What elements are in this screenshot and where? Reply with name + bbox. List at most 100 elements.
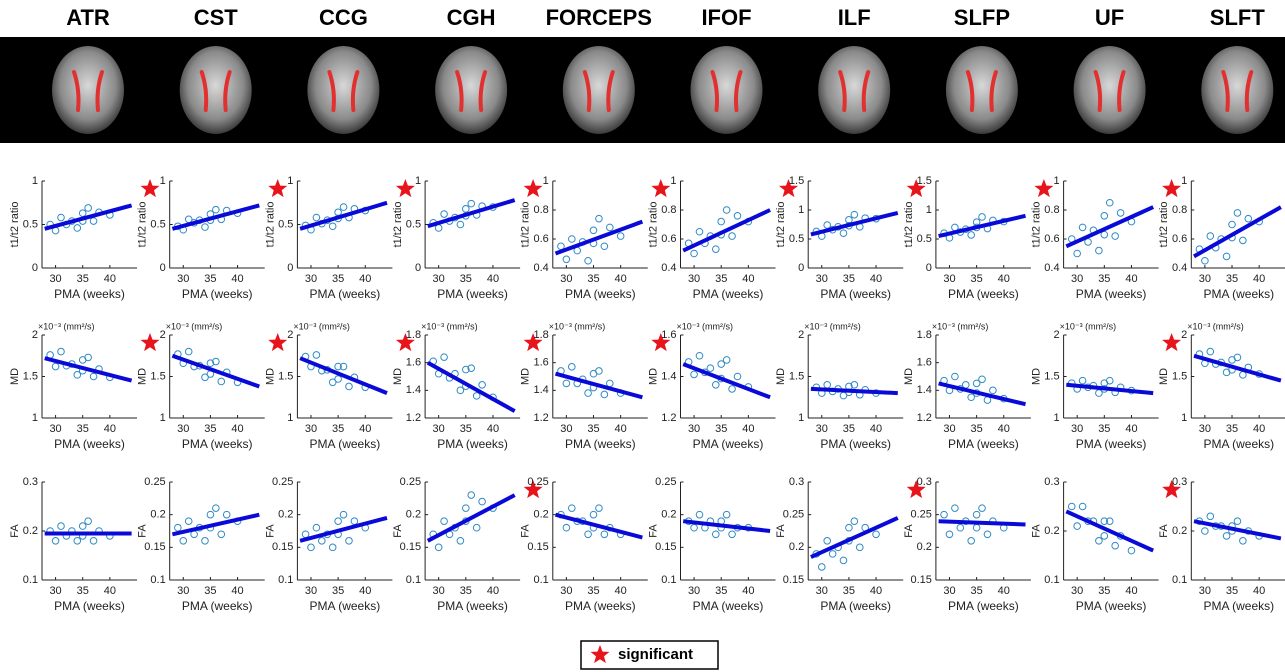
y-tick-label: 0.8 (1172, 204, 1187, 216)
x-tick-label: 30 (177, 423, 189, 435)
y-tick-label: 0.5 (789, 233, 804, 245)
y-tick-label: 0.5 (917, 233, 932, 245)
data-point (58, 348, 65, 355)
x-tick-label: 40 (742, 585, 754, 597)
y-tick-label: 0.2 (406, 509, 421, 521)
significance-star (651, 179, 670, 197)
y-tick-label: 1.5 (23, 370, 38, 382)
data-point (85, 205, 92, 212)
y-tick-label: 1 (1053, 412, 1059, 424)
data-point (329, 223, 336, 230)
data-point (1106, 377, 1113, 384)
data-point (1240, 538, 1247, 545)
x-tick-label: 35 (1098, 423, 1110, 435)
data-point (340, 511, 347, 518)
data-point (979, 376, 986, 383)
data-point (340, 204, 347, 211)
data-point (1207, 513, 1214, 520)
data-point (1240, 237, 1247, 244)
data-point (1096, 247, 1103, 254)
x-tick-label: 30 (305, 585, 317, 597)
data-point (873, 531, 880, 538)
y-axis-label: FA (392, 524, 404, 538)
y-tick-label: 0.3 (789, 476, 804, 488)
data-point (1234, 518, 1241, 525)
data-point (979, 214, 986, 221)
x-tick-label: 40 (487, 423, 499, 435)
y-tick-label: 1.4 (661, 370, 676, 382)
data-point (696, 511, 703, 518)
data-point (585, 531, 592, 538)
x-tick-label: 30 (49, 585, 61, 597)
data-point (707, 365, 714, 372)
y-tick-label: 1 (32, 175, 38, 187)
x-axis-label: PMA (weeks) (693, 599, 764, 613)
x-tick-label: 40 (998, 423, 1010, 435)
data-point (691, 524, 698, 531)
y-tick-label: 0.15 (655, 541, 676, 553)
y-tick-label: 0.2 (150, 509, 165, 521)
data-point (457, 538, 464, 545)
data-point (468, 492, 475, 499)
x-tick-label: 40 (998, 273, 1010, 285)
y-tick-label: 0.2 (661, 509, 676, 521)
x-tick-label: 40 (1253, 273, 1265, 285)
data-point (691, 250, 698, 257)
x-axis-label: PMA (weeks) (182, 287, 253, 301)
x-tick-label: 40 (615, 423, 627, 435)
x-axis-label: PMA (weeks) (948, 599, 1019, 613)
data-point (1074, 250, 1081, 257)
data-point (824, 538, 831, 545)
data-point (734, 213, 741, 220)
fit-line (811, 389, 898, 393)
fit-line (428, 495, 515, 541)
y-tick-label: 0.15 (400, 541, 421, 553)
legend: significant (581, 641, 718, 669)
x-tick-label: 35 (970, 585, 982, 597)
y-tick-label: 0 (287, 262, 293, 274)
data-point (712, 382, 719, 389)
y-tick-label: 1 (1181, 412, 1187, 424)
y-multiplier: ×10⁻³ (mm²/s) (1060, 321, 1117, 331)
x-tick-label: 40 (359, 423, 371, 435)
y-tick-label: 0.8 (534, 204, 549, 216)
data-point (952, 373, 959, 380)
data-point (1106, 199, 1113, 206)
y-tick-label: 1 (32, 412, 38, 424)
y-tick-label: 0.4 (534, 262, 549, 274)
x-tick-label: 35 (204, 423, 216, 435)
data-point (1229, 221, 1236, 228)
x-tick-label: 40 (104, 273, 116, 285)
data-point (696, 228, 703, 235)
data-point (569, 364, 576, 371)
tract-title: SLFP (954, 5, 1010, 30)
significance-star (141, 179, 160, 197)
data-point (946, 531, 953, 538)
x-axis-label: PMA (weeks) (565, 287, 636, 301)
data-point (185, 518, 192, 525)
y-tick-label: 1 (415, 175, 421, 187)
y-tick-label: 1.5 (150, 370, 165, 382)
data-point (596, 368, 603, 375)
y-axis-label: MD (9, 368, 21, 385)
tract-title: SLFT (1210, 5, 1266, 30)
data-point (990, 387, 997, 394)
y-tick-label: 1.6 (534, 357, 549, 369)
fit-line (1194, 207, 1281, 256)
x-tick-label: 40 (870, 585, 882, 597)
x-tick-label: 35 (587, 423, 599, 435)
fit-line (428, 363, 515, 411)
significance-star (268, 333, 287, 351)
y-tick-label: 1.2 (534, 412, 549, 424)
data-point (202, 224, 209, 231)
y-multiplier: ×10⁻³ (mm²/s) (549, 321, 606, 331)
y-tick-label: 1.6 (917, 357, 932, 369)
data-point (202, 538, 209, 545)
x-axis-label: PMA (weeks) (565, 599, 636, 613)
x-tick-label: 40 (487, 273, 499, 285)
data-point (1128, 547, 1135, 554)
y-axis-label: FA (775, 524, 787, 538)
data-point (346, 538, 353, 545)
data-point (218, 378, 225, 385)
y-tick-label: 0.25 (655, 476, 676, 488)
